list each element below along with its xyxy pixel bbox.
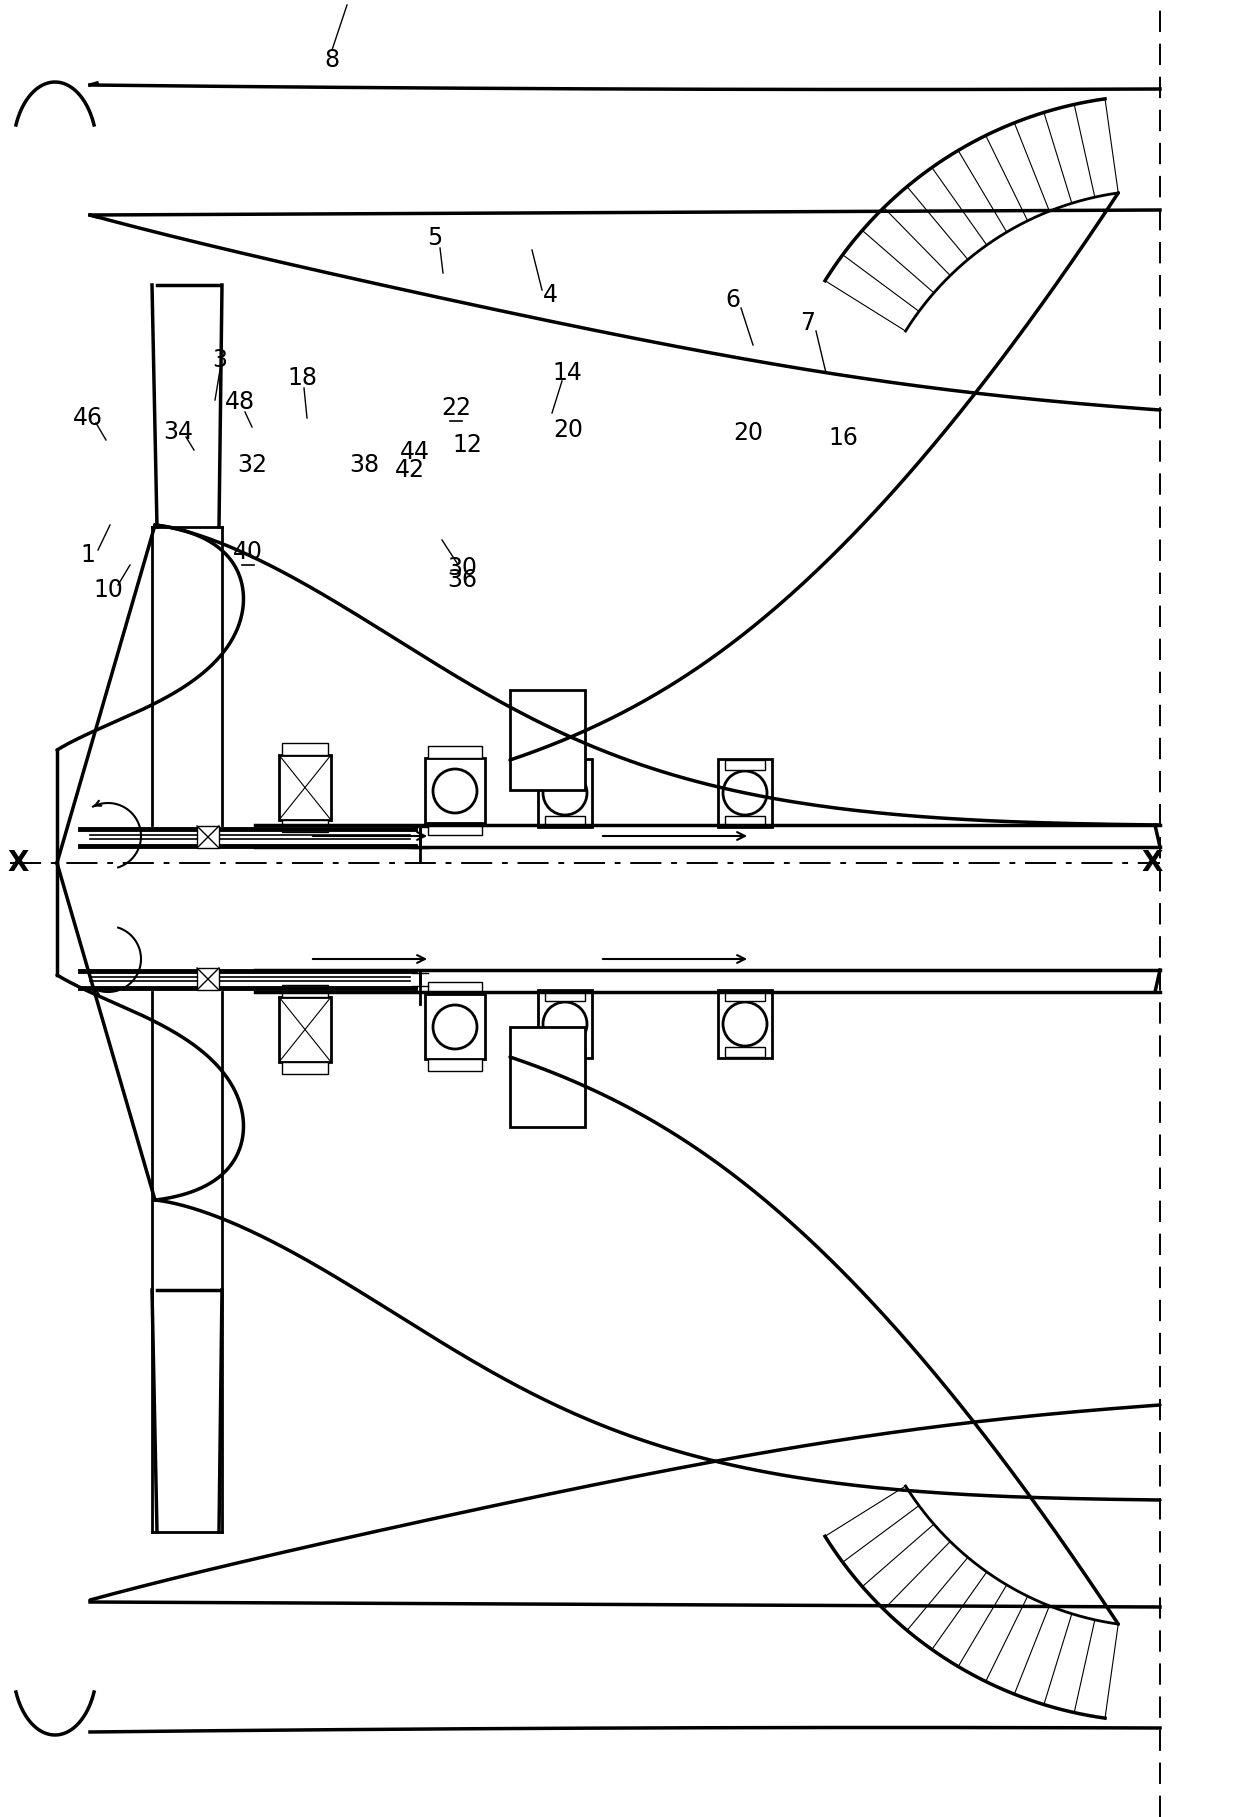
Text: 16: 16 bbox=[828, 425, 858, 451]
Text: 6: 6 bbox=[725, 289, 740, 313]
Bar bbox=[510, 690, 585, 790]
Text: 38: 38 bbox=[348, 452, 379, 478]
Text: 32: 32 bbox=[237, 452, 267, 478]
Bar bbox=[197, 827, 219, 849]
Bar bbox=[718, 990, 773, 1057]
Text: 30: 30 bbox=[446, 556, 477, 580]
Bar bbox=[718, 760, 773, 827]
Bar bbox=[725, 1047, 765, 1057]
Bar bbox=[281, 985, 329, 998]
Bar bbox=[425, 994, 485, 1059]
Text: X: X bbox=[1141, 849, 1163, 878]
Bar bbox=[546, 1047, 585, 1057]
Bar bbox=[279, 998, 331, 1061]
Bar bbox=[279, 756, 331, 819]
Text: 48: 48 bbox=[224, 391, 255, 414]
Text: 3: 3 bbox=[212, 349, 227, 372]
Bar bbox=[197, 968, 219, 990]
Bar bbox=[725, 990, 765, 1001]
Circle shape bbox=[433, 769, 477, 812]
Text: 42: 42 bbox=[396, 458, 425, 482]
Circle shape bbox=[723, 1001, 768, 1047]
Bar bbox=[428, 747, 482, 758]
Bar bbox=[428, 1059, 482, 1070]
Text: 12: 12 bbox=[453, 432, 482, 458]
Bar bbox=[428, 981, 482, 994]
Bar bbox=[510, 1027, 585, 1127]
Bar bbox=[428, 823, 482, 836]
Bar bbox=[546, 990, 585, 1001]
Text: 44: 44 bbox=[401, 440, 430, 463]
Text: 22: 22 bbox=[441, 396, 471, 420]
Text: 20: 20 bbox=[553, 418, 583, 442]
Circle shape bbox=[543, 1001, 587, 1047]
Bar bbox=[538, 760, 591, 827]
Text: 8: 8 bbox=[325, 47, 340, 73]
Text: 46: 46 bbox=[73, 405, 103, 431]
Text: 34: 34 bbox=[162, 420, 193, 443]
Bar bbox=[281, 819, 329, 832]
Bar bbox=[281, 1061, 329, 1074]
Text: 1: 1 bbox=[81, 543, 95, 567]
Circle shape bbox=[543, 770, 587, 816]
Circle shape bbox=[723, 770, 768, 816]
Bar bbox=[725, 760, 765, 770]
Text: 7: 7 bbox=[801, 311, 816, 334]
Bar bbox=[281, 743, 329, 756]
Bar bbox=[425, 758, 485, 823]
Text: 10: 10 bbox=[93, 578, 123, 601]
Text: 5: 5 bbox=[428, 225, 443, 251]
Text: X: X bbox=[7, 849, 29, 878]
Circle shape bbox=[433, 1005, 477, 1048]
Text: 4: 4 bbox=[543, 283, 558, 307]
Bar bbox=[538, 990, 591, 1057]
Text: 36: 36 bbox=[446, 569, 477, 592]
Text: 14: 14 bbox=[552, 362, 582, 385]
Bar bbox=[546, 816, 585, 827]
Bar bbox=[725, 816, 765, 827]
Text: 40: 40 bbox=[233, 540, 263, 563]
Text: 18: 18 bbox=[286, 365, 317, 391]
Text: 20: 20 bbox=[733, 422, 763, 445]
Bar bbox=[546, 760, 585, 770]
